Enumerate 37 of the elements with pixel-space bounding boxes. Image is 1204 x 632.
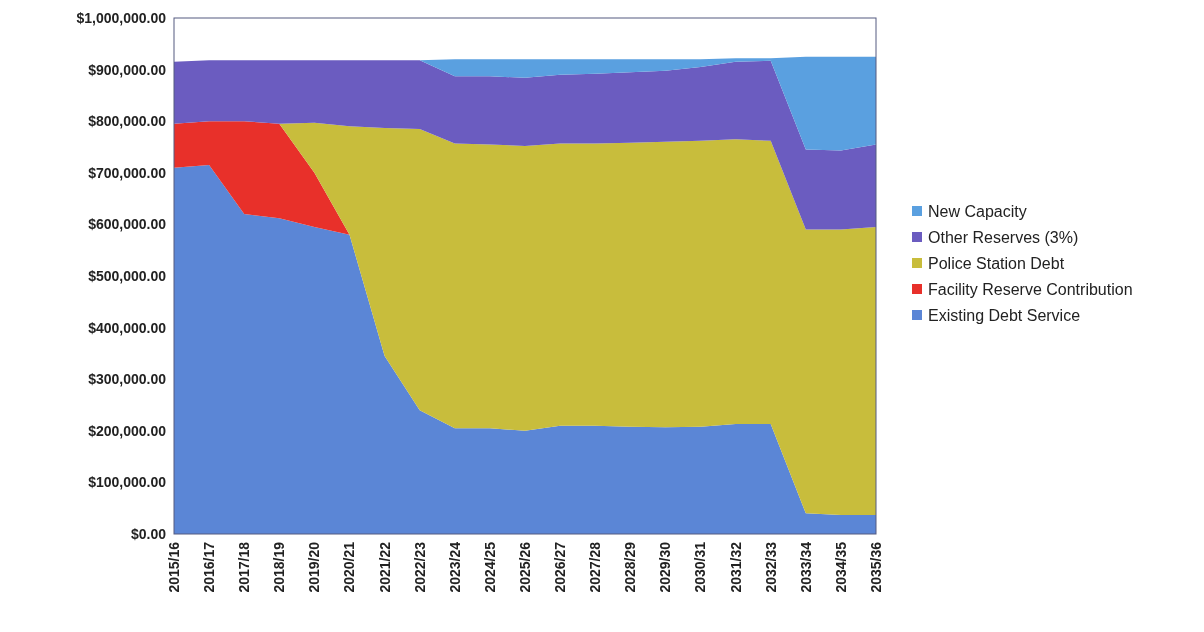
- y-tick-label: $100,000.00: [88, 474, 167, 491]
- x-tick-label: 2021/22: [376, 541, 393, 593]
- x-tick-label: 2033/34: [797, 541, 814, 593]
- x-tick-label: 2016/17: [201, 541, 217, 593]
- y-tick-label: $1,000,000.00: [76, 9, 167, 26]
- legend-label: Existing Debt Service: [928, 306, 1081, 324]
- legend-label: Other Reserves (3%): [928, 228, 1079, 246]
- y-tick-label: $700,000.00: [88, 164, 167, 181]
- x-tick-label: 2018/19: [271, 541, 288, 593]
- y-tick-label: $900,000.00: [88, 61, 167, 78]
- x-tick-label: 2020/21: [341, 541, 358, 593]
- x-tick-label: 2024/25: [481, 541, 498, 593]
- y-tick-label: $500,000.00: [88, 267, 167, 284]
- legend-label: Police Station Debt: [928, 254, 1065, 272]
- x-tick-label: 2028/29: [622, 541, 639, 593]
- x-tick-label: 2032/33: [762, 541, 779, 593]
- y-tick-label: $300,000.00: [88, 371, 167, 388]
- x-tick-label: 2019/20: [306, 541, 323, 593]
- x-tick-label: 2029/30: [657, 541, 674, 593]
- x-tick-label: 2031/32: [727, 541, 744, 593]
- legend-label: Facility Reserve Contribution: [928, 280, 1133, 298]
- y-tick-label: $200,000.00: [88, 422, 167, 439]
- x-tick-label: 2023/24: [446, 541, 463, 593]
- y-tick-label: $800,000.00: [88, 113, 167, 130]
- x-tick-label: 2030/31: [692, 541, 709, 593]
- y-tick-label: $600,000.00: [88, 216, 167, 233]
- x-tick-label: 2034/35: [832, 541, 849, 593]
- y-tick-label: $400,000.00: [88, 319, 167, 336]
- x-tick-label: 2025/26: [516, 541, 533, 593]
- x-tick-label: 2035/36: [867, 541, 884, 593]
- x-tick-label: 2026/27: [552, 541, 568, 593]
- y-tick-label: $0.00: [130, 525, 167, 542]
- legend-label: New Capacity: [928, 202, 1027, 220]
- x-tick-label: 2027/28: [587, 541, 604, 593]
- x-tick-label: 2015/16: [165, 541, 182, 593]
- x-tick-label: 2017/18: [236, 541, 253, 593]
- x-tick-label: 2022/23: [411, 541, 428, 593]
